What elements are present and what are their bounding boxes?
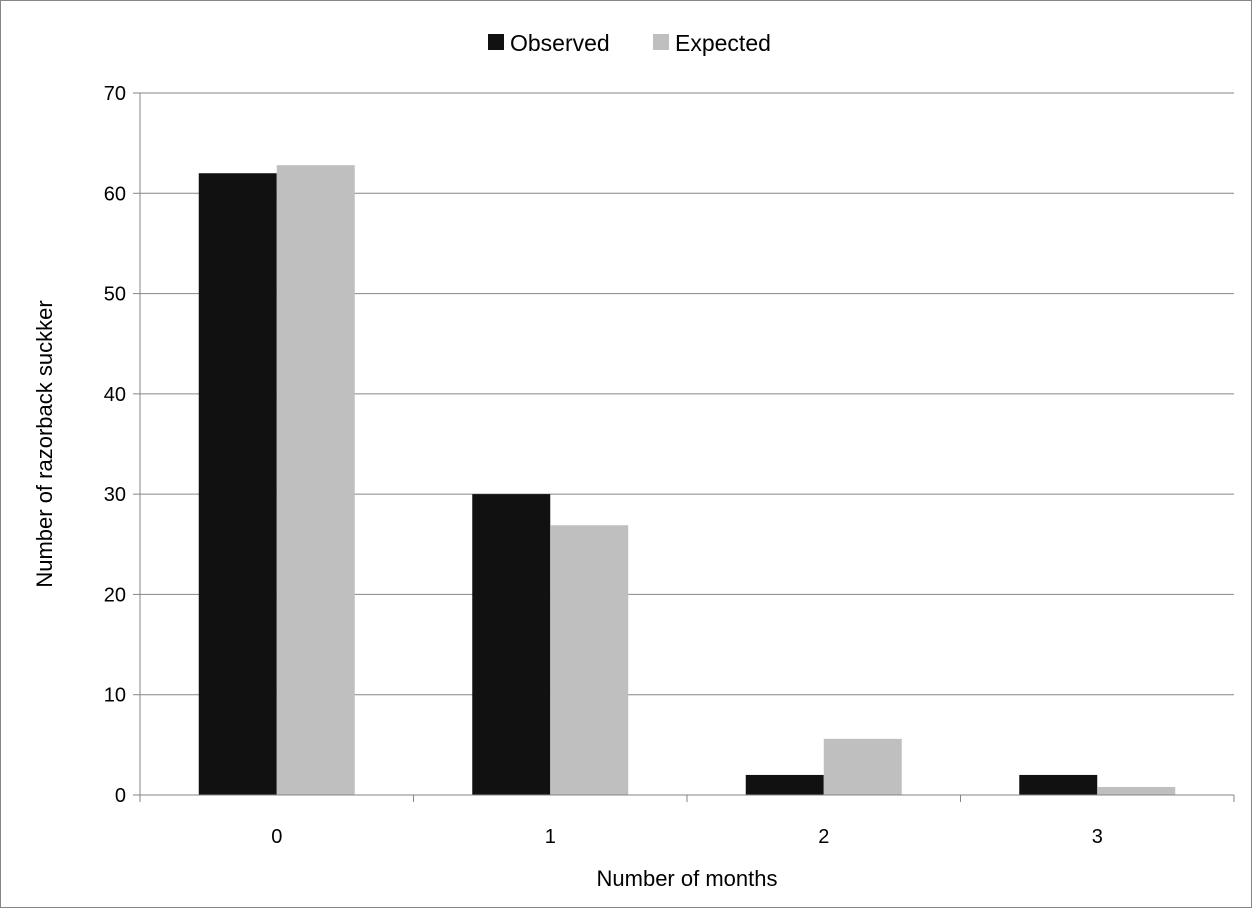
- bar-expected-3: [1097, 786, 1176, 795]
- bar-expected-2: [823, 738, 902, 795]
- bar-observed-1: [472, 494, 551, 795]
- bar-observed-0: [198, 173, 277, 795]
- y-tick-label: 40: [104, 384, 126, 406]
- x-axis-title: Number of months: [597, 866, 778, 891]
- y-tick-label: 60: [104, 183, 126, 205]
- y-tick-label: 70: [104, 83, 126, 105]
- x-tick-label: 2: [818, 826, 829, 848]
- x-tick-label: 3: [1092, 826, 1103, 848]
- y-axis-title: Number of razorback suckker: [32, 300, 57, 587]
- axes: [133, 92, 1235, 802]
- y-tick-label: 10: [104, 685, 126, 707]
- legend-swatch-observed: [488, 34, 504, 50]
- bar-expected-0: [276, 165, 355, 796]
- bar-expected-1: [550, 525, 629, 795]
- y-tick-label: 30: [104, 484, 126, 506]
- legend-label-expected: Expected: [675, 30, 771, 56]
- x-tick-label: 0: [271, 826, 282, 848]
- legend-label-observed: Observed: [510, 30, 610, 56]
- y-tick-label: 0: [115, 785, 126, 807]
- legend-swatch-expected: [653, 34, 669, 50]
- x-tick-label: 1: [545, 826, 556, 848]
- y-tick-label: 20: [104, 584, 126, 606]
- bars: [198, 165, 1176, 796]
- tick-labels: 0 10 20 30 40 50 60 70 0 1 2 3: [104, 83, 1103, 848]
- y-tick-label: 50: [104, 284, 126, 306]
- bar-observed-2: [745, 774, 824, 795]
- legend: Observed Expected: [488, 30, 771, 56]
- bar-observed-3: [1019, 774, 1098, 795]
